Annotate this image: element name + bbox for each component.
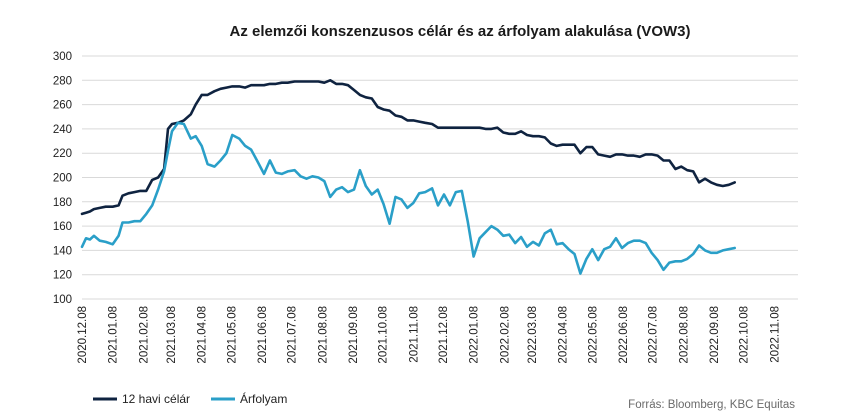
y-tick-label: 160 xyxy=(53,221,72,233)
series-line-target xyxy=(80,79,737,216)
x-tick-label: 2022.02.08 xyxy=(499,306,511,364)
legend-label-price: Árfolyam xyxy=(240,391,287,406)
y-tick-label: 200 xyxy=(53,173,72,185)
x-tick-label: 2022.09.08 xyxy=(709,306,721,364)
legend: 12 havi célár Árfolyam xyxy=(93,391,287,406)
y-tick-label: 300 xyxy=(53,51,72,63)
y-tick-label: 220 xyxy=(53,148,72,160)
x-tick-label: 2021.10.08 xyxy=(378,306,390,364)
legend-label-target: 12 havi célár xyxy=(122,392,190,406)
y-tick-label: 240 xyxy=(53,124,72,136)
y-tick-label: 180 xyxy=(53,197,72,209)
x-tick-label: 2021.01.08 xyxy=(108,306,120,364)
x-tick-label: 2021.12.08 xyxy=(438,306,450,364)
x-tick-label: 2020.12.08 xyxy=(77,306,89,364)
x-tick-label: 2021.04.08 xyxy=(197,306,209,364)
y-tick-label: 260 xyxy=(53,100,72,112)
x-tick-label: 2021.05.08 xyxy=(226,306,238,364)
source-note: Forrás: Bloomberg, KBC Equitas xyxy=(628,399,795,411)
x-tick-label: 2022.11.08 xyxy=(769,306,781,363)
y-tick-label: 280 xyxy=(53,75,72,87)
x-tick-label: 2022.08.08 xyxy=(678,306,690,364)
series-lines xyxy=(80,79,737,275)
y-tick-label: 100 xyxy=(53,294,72,306)
x-tick-label: 2022.10.08 xyxy=(739,306,751,364)
series-line-price xyxy=(80,121,737,275)
y-tick-label: 120 xyxy=(53,270,72,282)
x-tick-label: 2021.07.08 xyxy=(287,306,299,364)
gridlines xyxy=(82,55,798,300)
x-tick-label: 2021.02.08 xyxy=(138,306,150,364)
x-tick-label: 2022.04.08 xyxy=(558,306,570,364)
chart-title: Az elemzői konszenzusos célár és az árfo… xyxy=(229,23,690,40)
x-tick-label: 2021.06.08 xyxy=(257,306,269,364)
x-tick-label: 2021.03.08 xyxy=(166,306,178,364)
x-axis: 2020.12.08 2021.01.08 2021.02.08 2021.03.08… xyxy=(77,306,781,364)
y-axis: 100 120 140 160 180 200 220 240 260 280 300 xyxy=(53,51,72,306)
x-tick-label: 2022.05.08 xyxy=(587,306,599,364)
x-tick-label: 2022.03.08 xyxy=(527,306,539,364)
y-tick-label: 140 xyxy=(53,245,72,257)
x-tick-label: 2022.06.08 xyxy=(618,306,630,364)
x-tick-label: 2021.11.08 xyxy=(408,306,420,363)
x-tick-label: 2021.08.08 xyxy=(317,306,329,364)
x-tick-label: 2022.07.08 xyxy=(648,306,660,364)
x-tick-label: 2022.01.08 xyxy=(469,306,481,364)
x-tick-label: 2021.09.08 xyxy=(348,306,360,364)
